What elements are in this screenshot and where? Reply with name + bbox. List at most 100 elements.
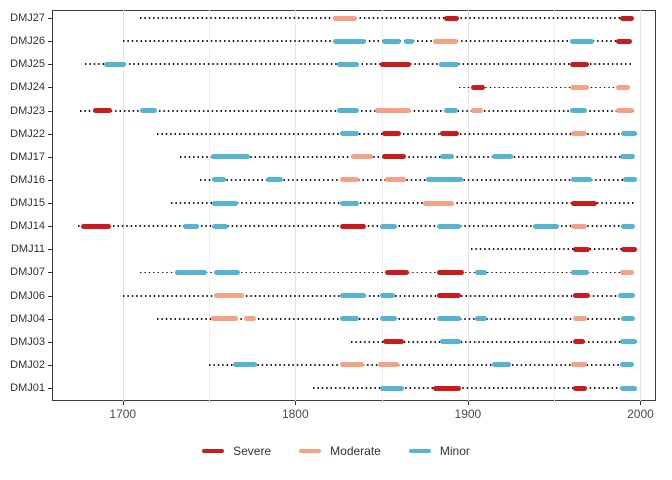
legend-label-moderate: Moderate xyxy=(330,444,381,458)
severe-swatch-icon xyxy=(202,449,225,453)
y-axis-label: DMJ02 xyxy=(10,358,45,371)
event-segment xyxy=(340,131,360,137)
event-segment xyxy=(379,293,396,298)
y-axis-label: DMJ11 xyxy=(10,243,45,256)
moderate-swatch-icon xyxy=(299,449,322,453)
event-segment xyxy=(619,362,634,368)
major-gridline xyxy=(640,10,642,401)
y-axis-label: DMJ16 xyxy=(10,173,45,186)
event-segment xyxy=(379,385,405,391)
x-axis-tick xyxy=(295,401,297,405)
minor-swatch-icon xyxy=(408,449,431,453)
event-segment xyxy=(381,131,401,137)
event-segment xyxy=(619,339,637,345)
event-segment xyxy=(174,269,208,275)
legend: Severe Moderate Minor xyxy=(0,444,672,458)
row-extent-line xyxy=(122,40,632,43)
y-axis-label: DMJ27 xyxy=(10,12,45,24)
y-axis-tick xyxy=(48,18,52,19)
minor-gridline xyxy=(554,10,556,401)
minor-gridline xyxy=(381,10,383,401)
plot-panel xyxy=(52,10,656,401)
y-axis-label: DMJ04 xyxy=(10,312,45,325)
y-axis-tick xyxy=(48,203,52,204)
event-segment xyxy=(212,200,239,206)
event-segment xyxy=(350,154,373,160)
x-axis-tick xyxy=(640,401,642,405)
y-axis-label: DMJ26 xyxy=(10,35,45,48)
event-segment xyxy=(140,108,158,113)
y-axis-label: DMJ01 xyxy=(10,382,45,394)
event-segment xyxy=(214,293,244,298)
event-segment xyxy=(623,177,637,183)
event-segment xyxy=(336,108,360,113)
event-segment xyxy=(381,38,401,44)
y-axis-tick xyxy=(48,226,52,228)
event-segment xyxy=(619,269,634,275)
event-segment xyxy=(265,177,284,183)
event-segment xyxy=(379,61,411,67)
y-axis-label: DMJ03 xyxy=(10,335,45,348)
legend-item-minor: Minor xyxy=(408,444,470,458)
row-extent-line xyxy=(179,155,636,158)
y-axis-label: DMJ07 xyxy=(10,266,45,279)
x-axis-tick xyxy=(467,401,469,405)
event-segment xyxy=(619,15,634,21)
event-segment xyxy=(443,108,458,113)
event-segment xyxy=(492,154,513,160)
event-segment xyxy=(573,293,591,298)
y-axis-tick xyxy=(48,272,52,274)
event-segment xyxy=(183,223,199,229)
major-gridline xyxy=(467,10,469,401)
event-segment xyxy=(436,223,461,229)
event-segment xyxy=(93,108,113,113)
event-segment xyxy=(103,61,127,67)
event-segment xyxy=(340,223,367,229)
legend-label-severe: Severe xyxy=(233,444,272,458)
major-gridline xyxy=(295,10,297,401)
event-segment xyxy=(212,177,227,183)
event-segment xyxy=(474,269,487,275)
y-axis-tick xyxy=(48,179,52,181)
event-segment xyxy=(81,223,111,229)
event-segment xyxy=(621,316,636,322)
x-axis-label: 2000 xyxy=(627,407,654,421)
row-extent-line xyxy=(459,86,631,89)
legend-label-minor: Minor xyxy=(439,444,470,458)
row-extent-line xyxy=(122,294,636,297)
event-segment xyxy=(569,61,589,67)
event-segment xyxy=(383,339,405,345)
row-extent-line xyxy=(350,340,637,343)
event-segment xyxy=(381,154,406,160)
event-segment xyxy=(443,15,460,21)
event-segment xyxy=(533,223,560,229)
event-segment xyxy=(333,38,367,44)
event-segment xyxy=(333,15,358,21)
event-segment xyxy=(616,108,634,113)
event-segment xyxy=(433,38,458,44)
y-axis-label: DMJ24 xyxy=(10,81,45,94)
row-extent-line xyxy=(471,248,637,251)
y-axis-tick xyxy=(48,87,52,89)
y-axis-label: DMJ06 xyxy=(10,289,45,302)
event-segment xyxy=(474,316,487,322)
event-segment xyxy=(621,131,638,137)
x-axis-label: 1800 xyxy=(281,407,309,421)
minor-gridline xyxy=(209,10,211,401)
event-segment xyxy=(210,154,251,160)
major-gridline xyxy=(122,10,124,401)
event-segment xyxy=(471,108,484,113)
legend-item-severe: Severe xyxy=(202,444,271,458)
y-axis-tick xyxy=(48,110,52,112)
y-axis-tick xyxy=(48,41,52,43)
y-axis-label: DMJ15 xyxy=(10,197,45,209)
event-segment xyxy=(340,200,360,206)
y-axis-label: DMJ25 xyxy=(10,58,45,71)
event-segment xyxy=(214,269,241,275)
row-extent-line xyxy=(171,202,636,204)
y-axis-label: DMJ23 xyxy=(10,104,45,117)
event-segment xyxy=(573,316,587,322)
y-axis-tick xyxy=(48,64,52,66)
y-axis-tick xyxy=(48,341,52,343)
event-segment xyxy=(573,246,591,252)
